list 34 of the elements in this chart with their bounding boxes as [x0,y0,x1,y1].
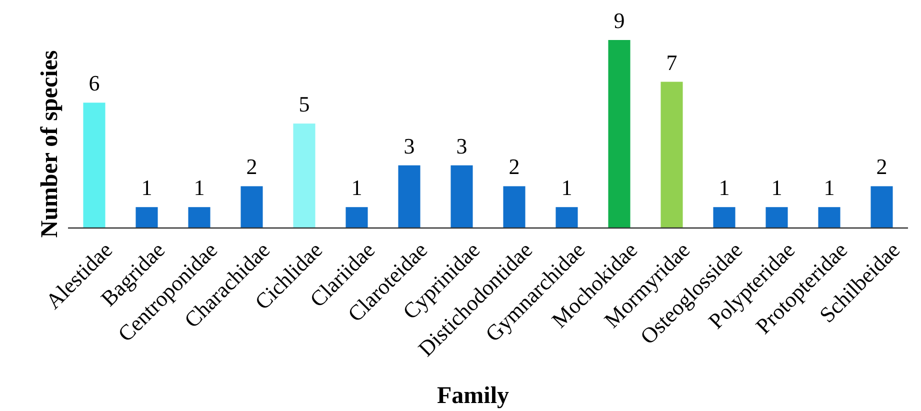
data-label: 1 [824,175,835,200]
bar [240,186,263,228]
bar [608,40,630,228]
bar [398,165,420,228]
bar [136,207,158,228]
bar [870,186,893,228]
data-label: 2 [876,154,888,180]
bar [450,165,473,228]
bar [503,186,526,228]
bar [713,207,736,228]
data-label: 3 [456,133,468,158]
data-label: 1 [194,175,205,200]
data-label: 1 [718,175,730,200]
data-label: 3 [404,133,415,158]
bar [188,207,210,228]
bar [293,124,316,228]
bar [556,207,578,228]
bar [818,207,840,228]
bar [346,207,368,228]
data-label: 7 [666,50,678,75]
data-label: 5 [298,92,310,117]
data-label: 2 [508,154,520,180]
bar [660,82,683,228]
data-label: 1 [771,175,782,200]
data-label: 1 [141,175,152,200]
y-axis-title: Number of species [37,50,63,238]
data-label: 2 [246,154,258,180]
bar [83,102,106,228]
data-label: 1 [561,175,572,200]
x-axis-title: Family [437,383,509,409]
bar [766,207,788,228]
data-label: 6 [88,70,100,96]
data-label: 1 [351,175,362,200]
data-label: 9 [614,8,625,33]
